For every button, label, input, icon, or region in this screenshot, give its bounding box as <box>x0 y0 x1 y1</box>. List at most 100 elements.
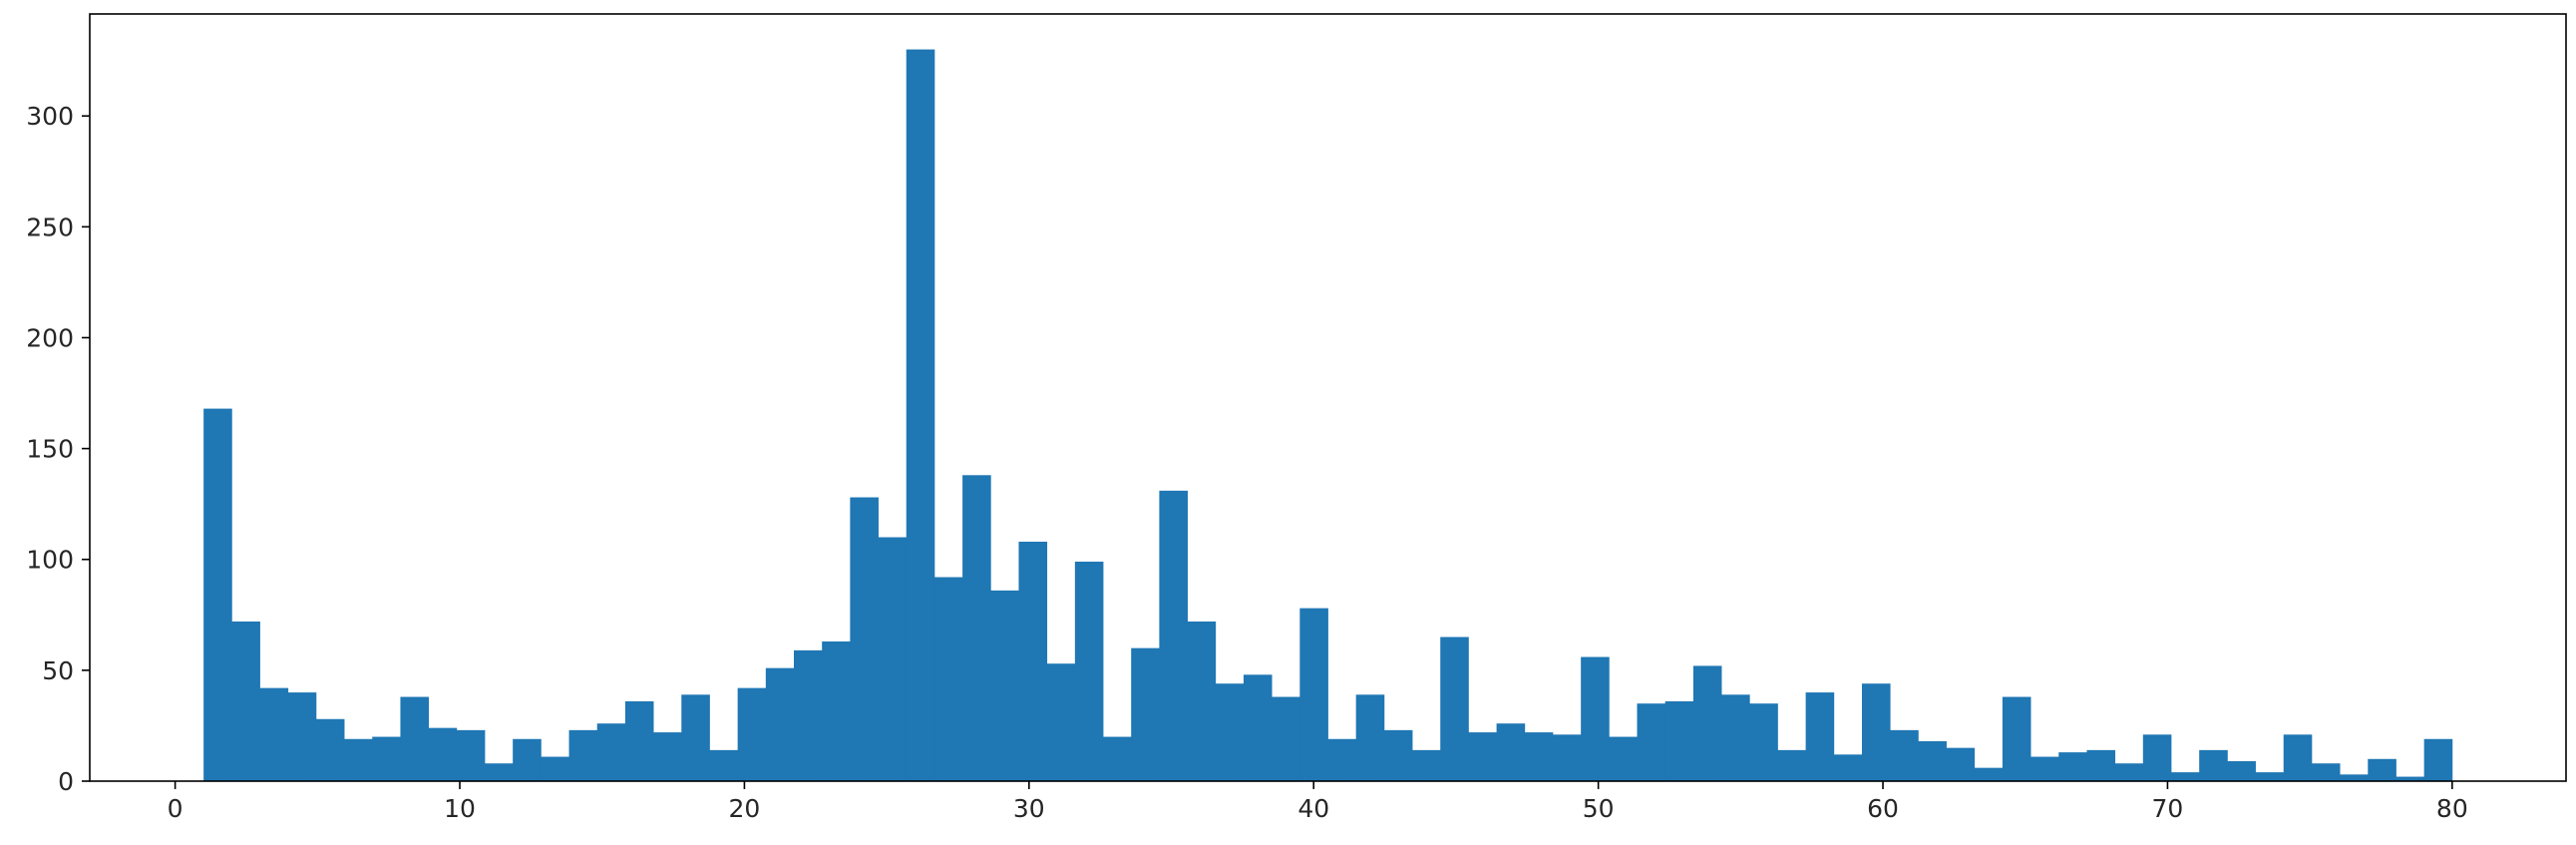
histogram-bar <box>2395 776 2425 781</box>
histogram-bar <box>287 692 317 781</box>
histogram-bar <box>513 738 542 781</box>
histogram-bar <box>2002 696 2031 781</box>
x-tick-label: 20 <box>729 794 761 823</box>
y-tick-label: 150 <box>26 435 74 464</box>
histogram-bar <box>1918 740 1947 781</box>
histogram-bar <box>878 537 908 781</box>
histogram-bar <box>1805 692 1835 781</box>
y-tick-label: 0 <box>58 767 74 796</box>
histogram-bar <box>1552 734 1582 781</box>
histogram-bar <box>1046 663 1076 781</box>
histogram-bar <box>1355 694 1385 781</box>
histogram-bar <box>1974 767 2004 781</box>
histogram-bar <box>485 763 514 781</box>
x-axis: 0 10 20 30 40 50 60 70 80 <box>168 781 2468 823</box>
histogram-bar <box>428 727 458 781</box>
histogram-bar <box>906 49 935 782</box>
histogram-bar <box>400 696 430 781</box>
histogram-bar <box>315 718 345 781</box>
histogram-bar <box>709 749 739 781</box>
histogram-bar <box>1383 729 1413 781</box>
histogram-bar <box>1496 723 1526 781</box>
y-tick-label: 100 <box>26 546 74 575</box>
histogram-bar <box>1637 703 1666 781</box>
histogram-bar <box>2227 761 2256 781</box>
histogram-bar <box>1692 665 1722 781</box>
histogram-bar <box>653 732 682 781</box>
histogram-bar <box>1749 703 1778 781</box>
histogram-bar <box>231 621 260 781</box>
histogram-bar <box>372 736 401 781</box>
histogram-bar <box>1327 738 1357 781</box>
histogram-bar <box>2058 752 2087 781</box>
histogram-bar <box>765 667 795 781</box>
histogram-bar <box>794 649 823 781</box>
histogram-bar <box>1440 636 1469 781</box>
histogram-bar <box>456 729 486 781</box>
histogram-bar <box>2030 756 2059 781</box>
histogram-bar <box>1187 621 1217 781</box>
histogram-bar <box>541 756 569 781</box>
x-tick-label: 0 <box>168 794 184 823</box>
y-tick-label: 50 <box>42 656 74 685</box>
histogram-bar <box>2423 738 2453 781</box>
histogram-bar <box>2255 772 2285 781</box>
histogram-bar <box>1721 694 1750 781</box>
histogram-bar <box>933 577 963 781</box>
histogram-bar <box>1215 683 1245 781</box>
x-tick-label: 30 <box>1013 794 1045 823</box>
histogram-bar <box>1412 749 1441 781</box>
histogram-bar <box>1299 608 1328 781</box>
x-tick-label: 10 <box>444 794 476 823</box>
histogram-bar <box>962 475 991 781</box>
histogram-bar <box>2086 749 2116 781</box>
histogram-bar <box>568 729 598 781</box>
histogram-bar <box>2114 763 2144 781</box>
bars-group <box>203 49 2453 782</box>
histogram-bar <box>850 497 879 781</box>
histogram-bar <box>1272 696 1300 781</box>
histogram-bar <box>1103 736 1132 781</box>
histogram-bar <box>2283 734 2313 781</box>
histogram-bar <box>1609 736 1638 781</box>
histogram-bar <box>2311 763 2341 781</box>
histogram-bar <box>624 700 654 781</box>
histogram-bar <box>1159 490 1188 781</box>
x-tick-label: 40 <box>1297 794 1329 823</box>
y-tick-label: 250 <box>26 212 74 241</box>
histogram-bar <box>596 723 626 781</box>
histogram-bar <box>1074 561 1104 781</box>
histogram-bar <box>681 694 710 781</box>
histogram-bar <box>737 687 767 781</box>
histogram-bar <box>2340 774 2369 781</box>
y-axis: 0 50 100 150 200 250 300 <box>26 102 90 796</box>
histogram-bar <box>1890 729 1919 781</box>
y-tick-label: 300 <box>26 102 74 131</box>
plot-frame <box>89 13 2567 782</box>
histogram-bar <box>1833 754 1863 781</box>
histogram-bar <box>1018 541 1048 781</box>
histogram-bar <box>1861 683 1891 781</box>
histogram-bar <box>822 640 851 781</box>
histogram-bar <box>1946 747 1976 781</box>
histogram-bar <box>203 408 232 781</box>
histogram-bar <box>2368 758 2396 781</box>
histogram-bar <box>1777 749 1807 781</box>
y-tick-label: 200 <box>26 323 74 352</box>
histogram-bar <box>344 738 373 781</box>
x-tick-label: 60 <box>1867 794 1899 823</box>
histogram-bar <box>2142 734 2172 781</box>
x-tick-label: 70 <box>2152 794 2184 823</box>
histogram-bar <box>2199 749 2228 781</box>
histogram-bar <box>2171 772 2200 781</box>
x-tick-label: 80 <box>2436 794 2468 823</box>
histogram-bar <box>1468 732 1497 781</box>
histogram-bar <box>990 590 1019 781</box>
histogram-bar <box>1131 647 1160 781</box>
histogram-bar <box>1524 732 1554 781</box>
histogram-bar <box>1243 674 1273 781</box>
histogram-bar <box>259 687 289 781</box>
histogram-bar <box>1664 700 1694 781</box>
histogram-bar <box>1581 656 1610 781</box>
